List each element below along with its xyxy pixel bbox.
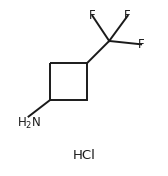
Text: F: F	[124, 9, 131, 22]
Text: F: F	[89, 9, 96, 22]
Text: F: F	[138, 38, 144, 51]
Text: HCl: HCl	[73, 149, 95, 162]
Text: H$_2$N: H$_2$N	[17, 116, 41, 131]
